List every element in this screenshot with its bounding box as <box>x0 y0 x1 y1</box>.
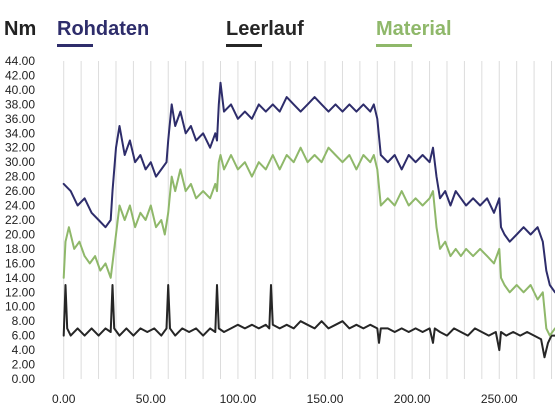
y-tick-label: 26.00 <box>5 184 35 198</box>
y-tick-label: 10.00 <box>5 300 35 314</box>
legend: Nm Rohdaten Leerlauf Material <box>0 16 555 56</box>
x-axis-ticks: 0.00 50.00 100.00 150.00 200.00 250.00 <box>52 392 518 406</box>
y-tick-label: 4.00 <box>12 343 36 357</box>
x-tick-label: 200.00 <box>394 392 431 406</box>
legend-swatch-material <box>376 44 412 47</box>
x-tick-label: 0.00 <box>52 392 76 406</box>
series-line-rohdaten <box>62 81 555 294</box>
series-line-leerlauf <box>62 284 555 359</box>
y-tick-label: 12.00 <box>5 285 35 299</box>
legend-item-leerlauf: Leerlauf <box>226 18 304 47</box>
legend-item-material: Material <box>376 18 452 47</box>
y-axis-ticks: 0.002.004.006.008.0010.0012.0014.0016.00… <box>5 54 35 386</box>
y-tick-label: 2.00 <box>12 358 36 372</box>
y-tick-label: 34.00 <box>5 126 35 140</box>
y-unit-label: Nm <box>4 18 37 40</box>
legend-swatch-leerlauf <box>226 44 262 47</box>
x-tick-label: 150.00 <box>307 392 344 406</box>
y-tick-label: 38.00 <box>5 97 35 111</box>
y-tick-label: 44.00 <box>5 54 35 68</box>
y-tick-label: 8.00 <box>12 314 36 328</box>
y-tick-label: 18.00 <box>5 242 35 256</box>
y-tick-label: 6.00 <box>12 329 36 343</box>
legend-item-rohdaten: Rohdaten <box>57 18 149 47</box>
legend-label-leerlauf: Leerlauf <box>226 18 304 40</box>
y-tick-label: 32.00 <box>5 141 35 155</box>
y-tick-label: 30.00 <box>5 155 35 169</box>
x-tick-label: 100.00 <box>220 392 257 406</box>
y-tick-label: 28.00 <box>5 170 35 184</box>
y-tick-label: 20.00 <box>5 227 35 241</box>
y-tick-label: 36.00 <box>5 112 35 126</box>
series-lines <box>62 81 555 359</box>
y-tick-label: 22.00 <box>5 213 35 227</box>
grid <box>63 61 553 379</box>
y-tick-label: 42.00 <box>5 68 35 82</box>
legend-label-rohdaten: Rohdaten <box>57 18 150 40</box>
y-tick-label: 0.00 <box>12 372 36 386</box>
series-line-material <box>62 146 555 337</box>
x-tick-label: 50.00 <box>136 392 166 406</box>
x-tick-label: 250.00 <box>481 392 518 406</box>
y-tick-label: 24.00 <box>5 199 35 213</box>
y-tick-label: 16.00 <box>5 256 35 270</box>
y-tick-label: 40.00 <box>5 83 35 97</box>
legend-swatch-rohdaten <box>57 44 93 47</box>
y-tick-label: 14.00 <box>5 271 35 285</box>
legend-label-material: Material <box>376 18 452 40</box>
